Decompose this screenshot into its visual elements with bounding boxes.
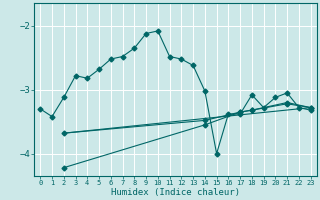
X-axis label: Humidex (Indice chaleur): Humidex (Indice chaleur) bbox=[111, 188, 240, 197]
